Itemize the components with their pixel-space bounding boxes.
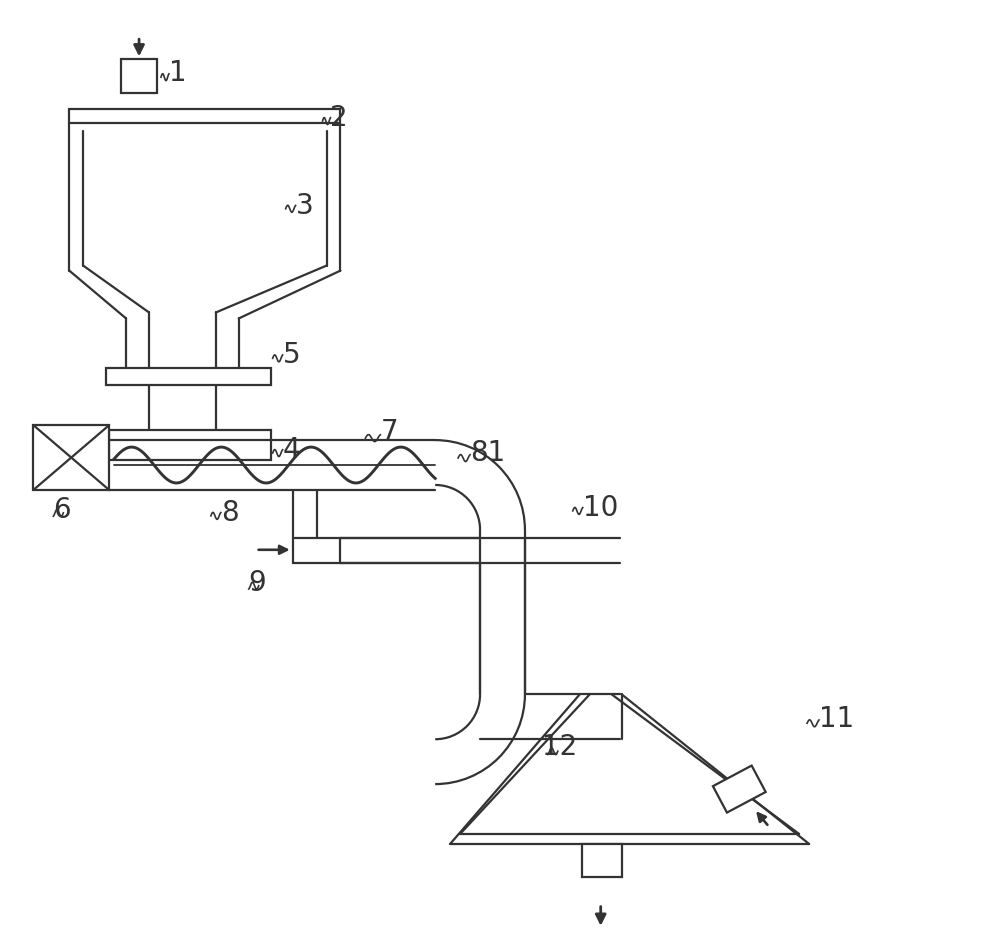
Text: 11: 11 <box>819 705 854 734</box>
Text: 1: 1 <box>169 59 187 87</box>
Bar <box>109 430 271 460</box>
Bar <box>582 844 622 877</box>
Bar <box>713 766 766 812</box>
Text: 81: 81 <box>470 439 505 467</box>
Bar <box>121 59 157 93</box>
Text: 12: 12 <box>542 734 577 761</box>
Text: 7: 7 <box>380 419 398 446</box>
Text: 9: 9 <box>249 568 266 597</box>
Text: 2: 2 <box>330 104 348 132</box>
Bar <box>293 538 340 563</box>
Bar <box>69 109 340 123</box>
Bar <box>33 425 109 490</box>
Text: 5: 5 <box>283 342 300 369</box>
Text: 8: 8 <box>221 499 238 527</box>
Bar <box>106 368 271 385</box>
Text: 4: 4 <box>283 437 300 464</box>
Text: 10: 10 <box>583 493 618 522</box>
Text: 3: 3 <box>296 192 313 220</box>
Text: 6: 6 <box>53 496 71 524</box>
